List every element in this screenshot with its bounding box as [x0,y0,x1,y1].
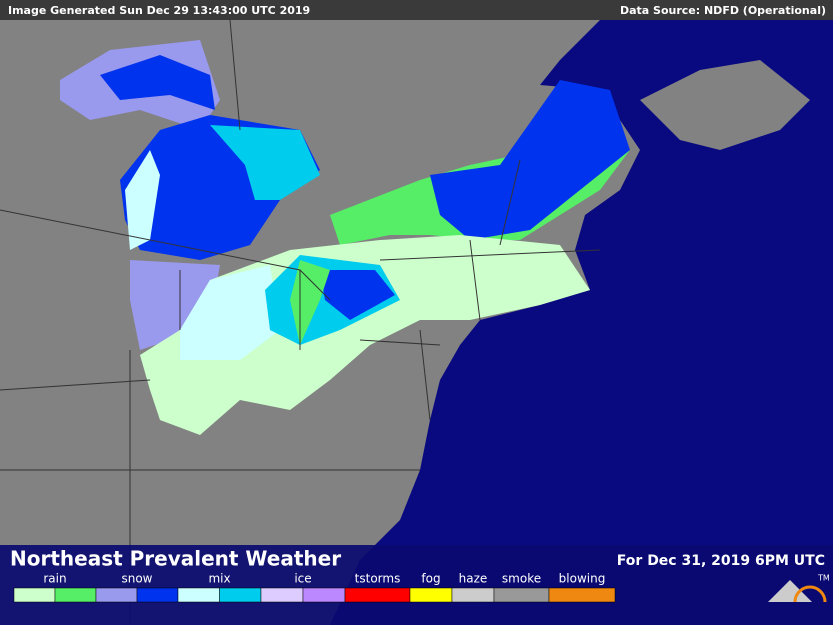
generated-text: Image Generated Sun Dec 29 13:43:00 UTC … [8,4,310,17]
source-text: Data Source: NDFD (Operational) [620,4,826,17]
snow-light-region [130,260,220,350]
legend-label: blowing [559,572,606,586]
state-borders [0,19,601,625]
footer-bar [0,545,833,625]
mix-light-region [180,265,280,360]
legend-label: ice [294,572,311,586]
legend-label: tstorms [355,572,401,586]
snow-heavy-region [320,270,395,320]
header-bar [0,0,833,20]
legend-swatch [136,587,179,603]
legend-swatch [548,587,616,603]
legend-swatch [302,587,346,603]
legend-swatch [177,587,220,603]
legend-swatch [344,587,411,603]
logo-mountain [768,580,812,602]
legend-label: snow [121,572,152,586]
land-maritimes [640,60,810,150]
legend-swatch [13,587,56,603]
legend: rain snow mix ice tstorms fog haze smoke blowing [13,572,616,603]
legend-label: fog [421,572,440,586]
legend-swatch [451,587,495,603]
legend-swatch [219,587,262,603]
legend-swatch [95,587,138,603]
mix-light-region [125,150,160,250]
legend-swatch [54,587,97,603]
logo-mark: TM [817,574,830,583]
legend-label: smoke [502,572,541,586]
snow-heavy-region [430,80,630,240]
footer-title: Northeast Prevalent Weather [10,547,341,571]
snow-heavy-region [100,55,215,110]
logo-rainbow [793,585,827,603]
legend-swatch [260,587,304,603]
legend-label: rain [43,572,66,586]
legend-label: haze [459,572,488,586]
legend-label: mix [208,572,230,586]
mix-heavy-region [210,125,320,200]
legend-swatch [409,587,453,603]
legend-swatch [493,587,550,603]
valid-time: For Dec 31, 2019 6PM UTC [617,553,825,569]
